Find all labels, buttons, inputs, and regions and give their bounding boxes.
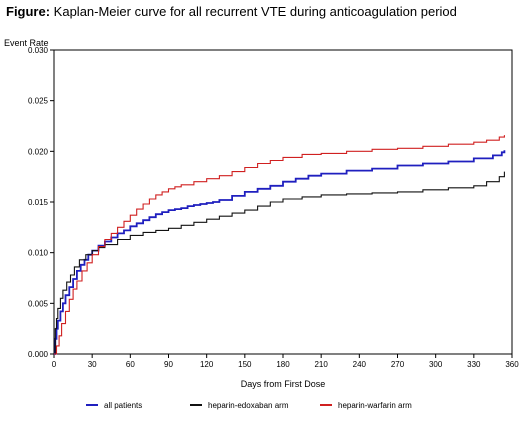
- x-tick-label: 270: [391, 360, 405, 369]
- y-axis-label: Event Rate: [4, 38, 49, 48]
- legend: all patients heparin-edoxaban arm heparin-…: [86, 401, 412, 410]
- x-tick-label: 210: [314, 360, 328, 369]
- x-tick-label: 120: [200, 360, 214, 369]
- x-axis-label: Days from First Dose: [241, 379, 326, 389]
- x-tick-label: 150: [238, 360, 252, 369]
- y-axis: 0.000 0.005 0.010 0.015 0.020 0.025 0.030: [28, 46, 54, 359]
- x-tick-label: 180: [276, 360, 290, 369]
- x-tick-label: 30: [88, 360, 97, 369]
- series-line-1: [54, 150, 506, 355]
- x-tick-label: 60: [126, 360, 135, 369]
- y-tick-label: 0.005: [28, 299, 49, 308]
- y-tick-label: 0.015: [28, 198, 49, 207]
- y-tick-label: 0.020: [28, 147, 49, 156]
- legend-label: all patients: [104, 401, 142, 410]
- x-tick-label: 330: [467, 360, 481, 369]
- x-axis: 0 30 60 90 120 150 180 210 240 270 300 330 360: [52, 354, 519, 369]
- x-tick-label: 300: [429, 360, 443, 369]
- figure-title: Figure: Kaplan-Meier curve for all recur…: [6, 4, 457, 19]
- x-tick-label: 240: [353, 360, 367, 369]
- y-tick-label: 0.030: [28, 46, 49, 55]
- y-tick-label: 0.010: [28, 249, 49, 258]
- x-tick-label: 360: [505, 360, 519, 369]
- series-line-2: [54, 171, 505, 355]
- legend-label: heparin-edoxaban arm: [208, 401, 289, 410]
- y-tick-label: 0.000: [28, 350, 49, 359]
- y-tick-label: 0.025: [28, 97, 49, 106]
- x-tick-label: 90: [164, 360, 173, 369]
- legend-label: heparin-warfarin arm: [338, 401, 412, 410]
- series-line-3: [54, 135, 505, 355]
- figure-title-caption: Kaplan-Meier curve for all recurrent VTE…: [50, 4, 457, 19]
- figure-title-prefix: Figure:: [6, 4, 51, 19]
- x-tick-label: 0: [52, 360, 57, 369]
- series-lines: [54, 135, 506, 355]
